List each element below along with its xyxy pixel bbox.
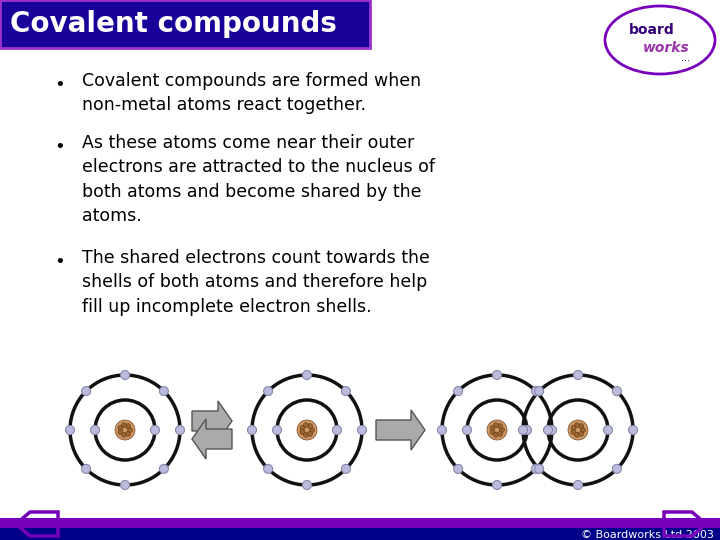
Circle shape xyxy=(303,433,308,437)
Circle shape xyxy=(125,431,130,436)
Circle shape xyxy=(490,430,495,435)
Polygon shape xyxy=(192,419,232,459)
Circle shape xyxy=(493,433,498,437)
Circle shape xyxy=(493,423,498,428)
Text: © Boardworks Ltd 2003: © Boardworks Ltd 2003 xyxy=(581,530,714,540)
Circle shape xyxy=(613,387,621,396)
Circle shape xyxy=(579,423,584,429)
Circle shape xyxy=(303,423,308,428)
Circle shape xyxy=(118,426,123,430)
Circle shape xyxy=(498,423,503,429)
Circle shape xyxy=(176,426,184,435)
Circle shape xyxy=(462,426,472,435)
Circle shape xyxy=(487,420,507,440)
Circle shape xyxy=(115,420,135,440)
Circle shape xyxy=(66,426,74,435)
Circle shape xyxy=(341,387,351,396)
Text: board: board xyxy=(629,23,675,37)
Circle shape xyxy=(574,370,582,380)
Circle shape xyxy=(264,464,273,474)
Circle shape xyxy=(297,420,317,440)
Circle shape xyxy=(531,464,541,474)
Text: works: works xyxy=(643,41,689,55)
Circle shape xyxy=(613,464,621,474)
Circle shape xyxy=(120,370,130,380)
Text: •: • xyxy=(55,138,66,156)
Circle shape xyxy=(490,426,495,430)
Circle shape xyxy=(264,387,273,396)
Circle shape xyxy=(272,426,282,435)
Text: Covalent compounds: Covalent compounds xyxy=(10,10,337,38)
Circle shape xyxy=(150,426,160,435)
Circle shape xyxy=(580,428,585,433)
Circle shape xyxy=(307,431,312,436)
Text: •: • xyxy=(55,76,66,94)
Circle shape xyxy=(358,426,366,435)
Circle shape xyxy=(454,387,463,396)
Circle shape xyxy=(523,426,531,435)
Circle shape xyxy=(81,387,91,396)
Circle shape xyxy=(341,464,351,474)
Circle shape xyxy=(127,428,132,433)
Text: The shared electrons count towards the
shells of both atoms and therefore help
f: The shared electrons count towards the s… xyxy=(82,249,430,315)
FancyBboxPatch shape xyxy=(0,528,720,540)
Circle shape xyxy=(568,420,588,440)
Circle shape xyxy=(574,481,582,489)
Circle shape xyxy=(248,426,256,435)
Text: Covalent compounds are formed when
non-metal atoms react together.: Covalent compounds are formed when non-m… xyxy=(82,72,421,114)
FancyBboxPatch shape xyxy=(0,518,720,528)
Circle shape xyxy=(629,426,637,435)
Circle shape xyxy=(492,481,502,489)
Circle shape xyxy=(81,464,91,474)
Circle shape xyxy=(159,387,168,396)
Circle shape xyxy=(302,481,312,489)
Polygon shape xyxy=(192,401,232,441)
FancyBboxPatch shape xyxy=(0,0,370,48)
Circle shape xyxy=(122,423,127,428)
Polygon shape xyxy=(376,410,425,450)
Circle shape xyxy=(125,423,130,429)
Circle shape xyxy=(159,464,168,474)
Circle shape xyxy=(302,370,312,380)
Circle shape xyxy=(120,481,130,489)
Circle shape xyxy=(438,426,446,435)
Circle shape xyxy=(91,426,99,435)
Circle shape xyxy=(544,426,552,435)
Circle shape xyxy=(492,370,502,380)
Circle shape xyxy=(535,464,544,474)
Circle shape xyxy=(575,433,580,437)
Circle shape xyxy=(333,426,341,435)
Text: •: • xyxy=(55,253,66,271)
Circle shape xyxy=(603,426,613,435)
Circle shape xyxy=(498,431,503,436)
Circle shape xyxy=(571,426,576,430)
Circle shape xyxy=(547,426,557,435)
Circle shape xyxy=(300,426,305,430)
Circle shape xyxy=(579,431,584,436)
Text: As these atoms come near their outer
electrons are attracted to the nucleus of
b: As these atoms come near their outer ele… xyxy=(82,134,435,225)
Circle shape xyxy=(518,426,528,435)
Circle shape xyxy=(535,387,544,396)
Circle shape xyxy=(500,428,505,433)
Circle shape xyxy=(307,423,312,429)
Circle shape xyxy=(118,430,123,435)
Circle shape xyxy=(310,428,315,433)
Circle shape xyxy=(122,433,127,437)
Circle shape xyxy=(575,423,580,428)
Circle shape xyxy=(300,430,305,435)
Circle shape xyxy=(571,430,576,435)
Circle shape xyxy=(531,387,541,396)
Text: ...: ... xyxy=(682,53,690,63)
Circle shape xyxy=(454,464,463,474)
